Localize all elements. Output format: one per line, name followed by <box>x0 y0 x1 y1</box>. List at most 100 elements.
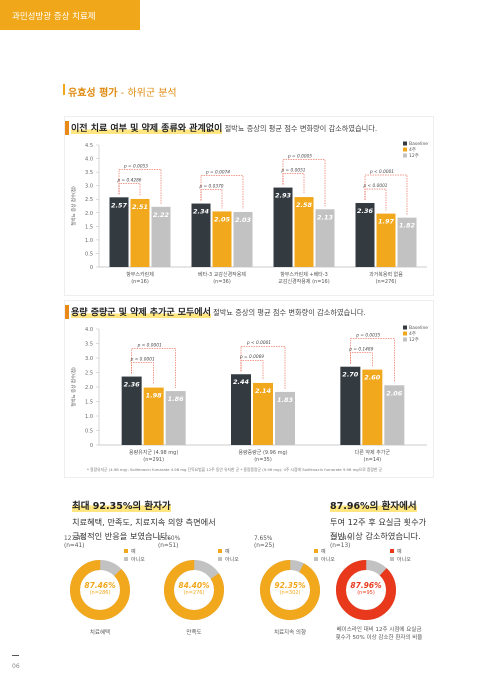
legend-no: 아니오 <box>218 556 239 564</box>
donut-yes-n: (n=302) <box>279 590 301 596</box>
p-value-label: p < 0.0001 <box>369 169 394 175</box>
donut-caption-line1: 치료지속 의향 <box>273 630 307 636</box>
p-value-label: p = 0.0074 <box>205 170 230 176</box>
legend-no-label: 아니오 <box>225 557 239 563</box>
bar <box>130 198 150 267</box>
bar-value-label: 2.22 <box>153 211 170 219</box>
y-tick-label: 0.5 <box>85 251 93 257</box>
x-tick-label: (n=276) <box>376 279 397 285</box>
bar <box>273 187 293 267</box>
y-tick-label: 3.5 <box>85 342 93 348</box>
chart2-svg: 절박뇨 증상 점수(점) 0 0.5 1.0 1.5 2.0 2.5 3.0 3.5 4.0 Bas… <box>70 325 428 463</box>
p-value-bracket <box>240 359 264 380</box>
donut-yes-n: (n=95) <box>357 590 375 596</box>
p-value-bracket <box>364 174 408 215</box>
p-value-bracket <box>118 183 141 196</box>
donut-yes-pct: 84.40% <box>178 581 210 590</box>
y-tick-label: 1.5 <box>85 224 93 230</box>
page-number: 06 <box>12 663 20 670</box>
bar-value-label: 2.60 <box>364 374 381 382</box>
y-tick-label: 0.5 <box>85 429 93 435</box>
bar <box>143 387 164 445</box>
bar-value-label: 1.97 <box>378 218 395 226</box>
bar-value-label: 1.82 <box>399 222 416 230</box>
donut-no-pct: 7.65% <box>254 536 273 542</box>
donut-caption: 만족도 <box>164 628 224 636</box>
legend-swatch <box>403 337 407 342</box>
legend-label: Baseline <box>409 325 428 331</box>
chart1-panel: 이전 치료 여부 및 약제 종류와 관계없이 절박뇨 증상의 평균 점수 변화량… <box>64 116 434 296</box>
bar <box>362 369 383 445</box>
donut-legend: 예 아니오 <box>314 548 335 564</box>
y-tick-label: 0 <box>90 443 93 449</box>
bar <box>275 391 295 445</box>
bottom-left-text: 최대 92.35%의 환자가 치료혜택, 만족도, 치료지속 의향 측면에서 긍… <box>72 494 302 543</box>
legend-no-label: 아니오 <box>131 557 145 563</box>
bar-value-label: 1.98 <box>146 392 163 400</box>
y-tick-label: 1.0 <box>85 238 93 244</box>
y-tick-label: 2.0 <box>85 385 93 391</box>
p-value-label: p = 0.0005 <box>287 154 312 160</box>
chart1-svg: 절박뇨 증상 점수(점) 0 0.5 1.0 1.5 2.0 2.5 3.0 3.5 4.0 4.5… <box>70 141 428 285</box>
legend-swatch <box>403 325 407 330</box>
bar-value-label: 2.93 <box>275 192 292 200</box>
bar <box>253 382 273 445</box>
p-value-label: p = 0.0053 <box>123 163 148 169</box>
p-value-label: p = 0.0370 <box>198 184 223 190</box>
x-tick-label: 다른 약제 추가군 <box>355 449 391 456</box>
chart2-heading-rest: 절박뇨 증상의 평균 점수 변화량이 감소하였습니다. <box>210 308 366 317</box>
legend-swatch <box>403 141 407 146</box>
donut-caption-line2: 횟수가 50% 이상 감소한 환자의 비율 <box>335 635 423 641</box>
y-tick-label: 2.5 <box>85 197 93 203</box>
donut-no-n: (n=13) <box>330 543 351 549</box>
donut-yes-n: (n=286) <box>89 590 111 596</box>
page-rule <box>12 655 19 656</box>
p-value-label: p = 0.1489 <box>348 347 373 353</box>
donut-caption: 치료지속 의향 <box>260 628 320 636</box>
bar-value-label: 2.36 <box>357 207 374 215</box>
p-value-label: p < 0.0001 <box>246 340 271 346</box>
bar <box>151 206 171 267</box>
bar-value-label: 2.70 <box>342 371 359 379</box>
chart2-heading-highlight: 용량 증량군 및 약제 추가군 모두에서 <box>71 308 211 318</box>
bar-value-label: 2.34 <box>193 208 210 216</box>
legend-swatch <box>403 153 407 158</box>
legend-yes: 예 <box>314 548 335 556</box>
p-value-label: p = 0.0069 <box>239 354 264 360</box>
legend-label: 12주 <box>409 337 419 343</box>
p-value-label: p = 0.0035 <box>355 333 380 339</box>
bottom-left-title: 최대 92.35%의 환자가 <box>72 498 171 512</box>
chart2-heading-bar <box>65 305 69 319</box>
bar-value-label: 2.05 <box>214 215 231 223</box>
donut-yes-label: 84.40% (n=276) <box>164 581 224 596</box>
bottom-right-line2: 절반 이상 감소하였습니다. <box>330 531 421 541</box>
donut-legend: 예 아니오 <box>390 548 411 564</box>
legend-label: 4주 <box>409 331 416 337</box>
donut-caption: 치료혜택 <box>70 628 130 636</box>
legend-yes-label: 예 <box>131 549 136 555</box>
bar-value-label: 2.58 <box>296 201 313 209</box>
bar <box>315 209 335 267</box>
x-tick-label: 용량증량군 (9.96 mg) <box>238 449 287 456</box>
bar <box>355 203 375 267</box>
donut-caption-line1: 만족도 <box>186 630 202 636</box>
legend-yes-label: 예 <box>225 549 230 555</box>
x-tick-label: 용량유지군 (4.98 mg) <box>129 449 178 456</box>
bottom-left-line1: 치료혜택, 만족도, 치료지속 의향 측면에서 <box>72 517 216 527</box>
bar-value-label: 2.51 <box>132 203 148 211</box>
p-value-bracket <box>240 345 286 389</box>
bar-value-label: 1.86 <box>168 395 185 403</box>
donut-ring <box>70 560 130 620</box>
donut-no-label: 12.54% (n=41) <box>64 536 160 550</box>
legend-no: 아니오 <box>124 556 145 564</box>
p-value-bracket <box>350 352 373 367</box>
section-subtitle: - 하위군 분석 <box>117 88 177 99</box>
p-value-bracket <box>364 188 387 211</box>
donut-yes-slice <box>164 560 224 620</box>
donut-no-pct: 12.54% <box>64 536 87 542</box>
donut-chart: 12.04% (n=13) 예 아니오 87.96% (n=95) 베이스라인 대비 12… <box>330 536 426 641</box>
x-tick-label: 과거복용력 없음 <box>369 271 403 278</box>
legend-swatch <box>403 331 407 336</box>
bar <box>212 211 232 267</box>
p-value-bracket <box>200 189 223 209</box>
